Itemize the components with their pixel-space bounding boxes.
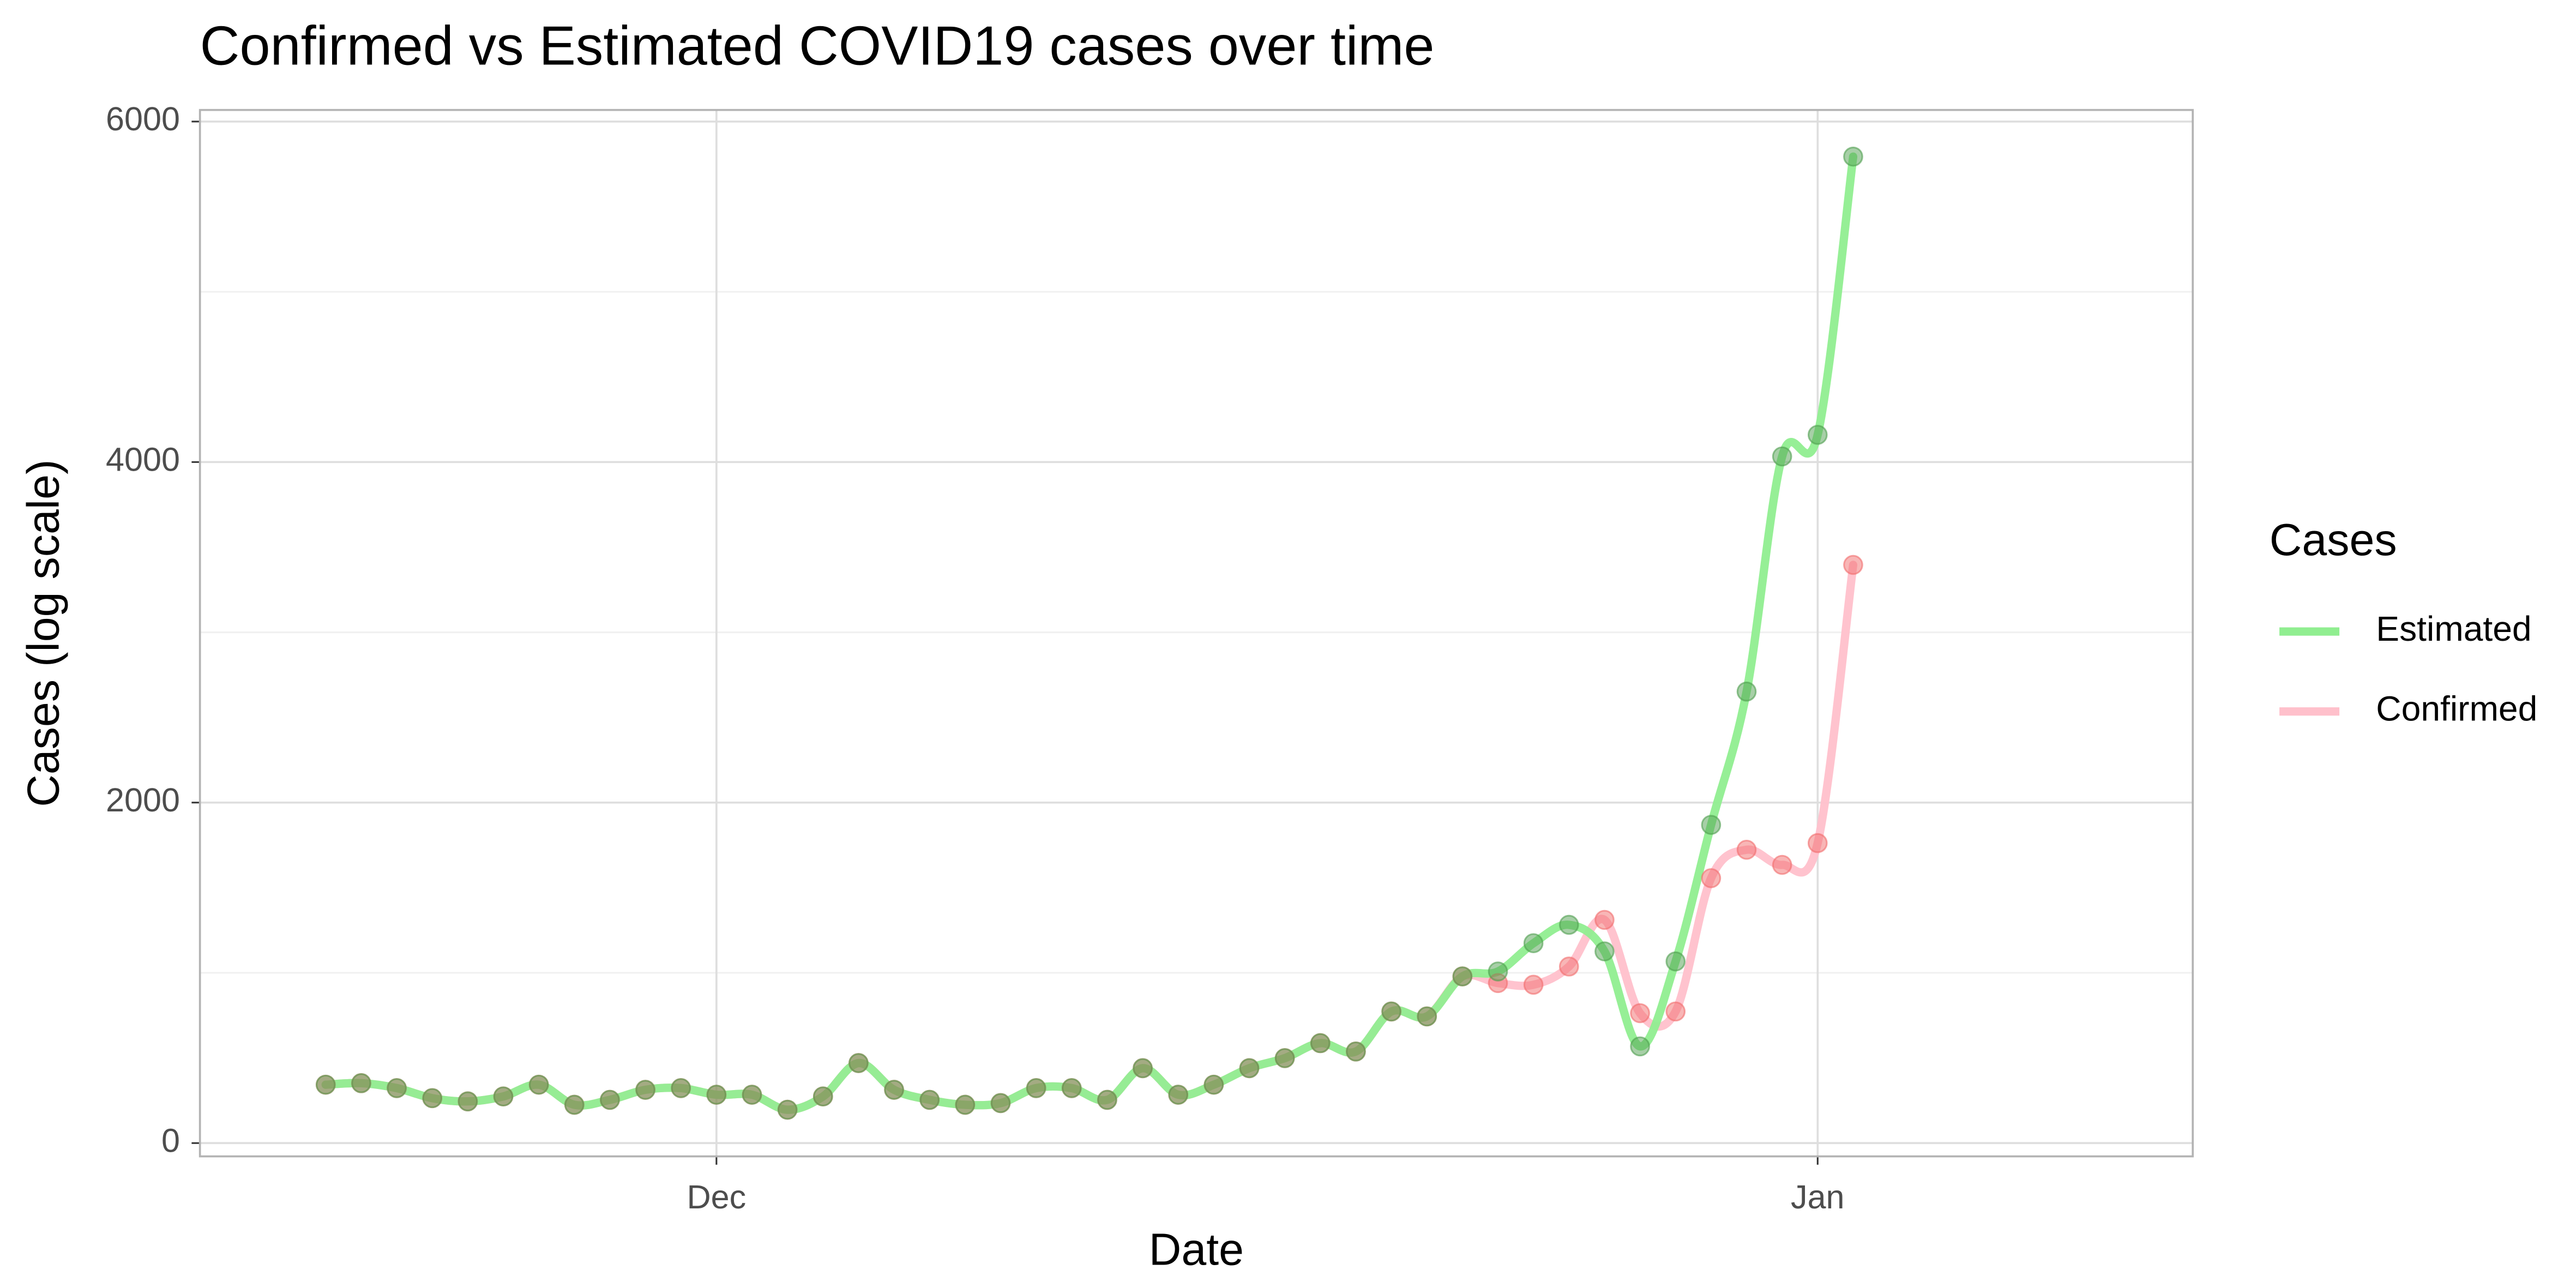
data-point (1630, 1036, 1650, 1057)
data-point (1736, 839, 1757, 860)
data-point (1701, 868, 1722, 888)
data-point (1488, 961, 1508, 982)
data-point (1381, 1001, 1401, 1022)
y-tick-label: 6000 (106, 100, 180, 137)
data-point (1026, 1078, 1046, 1098)
data-point (1807, 425, 1828, 445)
data-point (1772, 854, 1792, 875)
data-point (1594, 941, 1615, 962)
data-point (528, 1074, 549, 1095)
data-point (1417, 1006, 1437, 1027)
data-point (635, 1080, 655, 1100)
data-point (777, 1099, 798, 1120)
data-point (1736, 681, 1757, 702)
y-tick-label: 0 (161, 1122, 180, 1159)
data-point (742, 1085, 762, 1105)
plot-border (198, 109, 2194, 1158)
legend-label: Confirmed (2376, 689, 2537, 729)
data-point (1452, 966, 1473, 986)
data-point (493, 1086, 514, 1107)
data-point (1772, 446, 1792, 467)
data-point (387, 1078, 407, 1098)
data-point (1168, 1085, 1189, 1105)
data-point (351, 1073, 371, 1093)
data-point (1346, 1041, 1366, 1062)
data-point (671, 1078, 691, 1098)
y-tick-label: 2000 (106, 781, 180, 818)
data-point (1523, 933, 1544, 954)
data-point (564, 1094, 585, 1115)
x-tick-label: Jan (1791, 1178, 1845, 1215)
data-point (1843, 146, 1863, 167)
data-point (315, 1074, 336, 1095)
data-point (1665, 951, 1686, 972)
x-tick-label: Dec (687, 1178, 747, 1215)
data-point (706, 1085, 727, 1105)
data-point (812, 1086, 833, 1107)
data-point (848, 1053, 869, 1073)
data-point (1558, 956, 1579, 977)
data-point (919, 1090, 940, 1110)
legend-label: Estimated (2376, 609, 2531, 648)
data-point (1097, 1090, 1117, 1110)
data-point (1665, 1001, 1686, 1022)
data-point (1310, 1033, 1331, 1054)
data-point (1061, 1078, 1082, 1098)
data-point (955, 1094, 976, 1115)
data-point (422, 1088, 443, 1109)
data-point (1701, 815, 1722, 835)
chart-title: Confirmed vs Estimated COVID19 cases ove… (200, 15, 1435, 76)
data-point (1203, 1074, 1224, 1095)
data-point (990, 1093, 1011, 1114)
y-axis-label: Cases (log scale) (18, 459, 68, 806)
data-point (458, 1091, 478, 1112)
data-point (1274, 1048, 1295, 1068)
data-point (1133, 1058, 1153, 1079)
data-point (1594, 910, 1615, 930)
legend-title: Cases (2270, 515, 2397, 565)
data-point (1558, 914, 1579, 935)
data-point (600, 1090, 620, 1110)
x-axis-label: Date (1149, 1225, 1244, 1275)
data-point (1807, 833, 1828, 853)
data-point (884, 1080, 904, 1100)
data-point (1630, 1003, 1650, 1024)
y-tick-label: 4000 (106, 441, 180, 478)
data-point (1239, 1058, 1260, 1079)
data-point (1523, 974, 1544, 995)
data-point (1843, 555, 1863, 575)
